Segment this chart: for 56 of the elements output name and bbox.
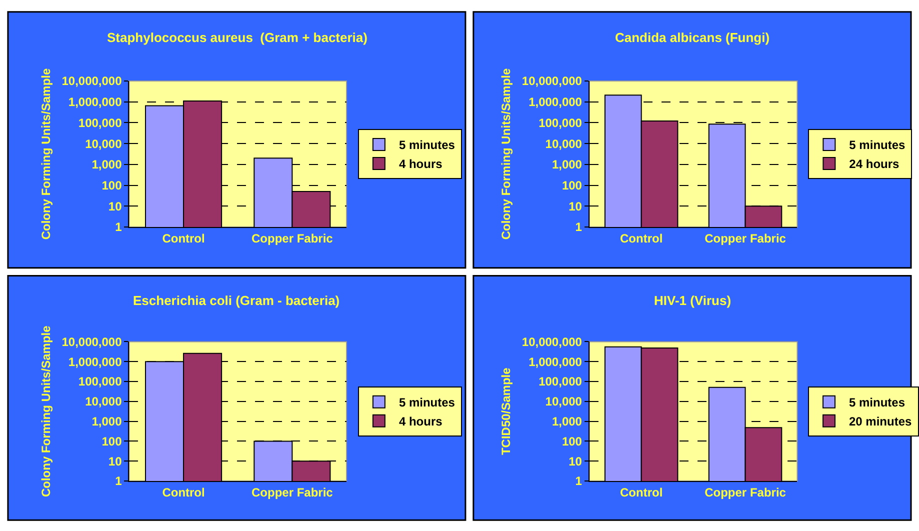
y-tick-label: 100,000 [78, 116, 122, 130]
legend-label: 5 minutes [849, 138, 906, 152]
x-tick-label: Control [162, 231, 205, 246]
y-tick-label: 10,000 [545, 136, 582, 151]
y-tick-label: 100,000 [538, 374, 582, 389]
y-tick-label: 10,000,000 [522, 334, 582, 349]
y-tick-label: 10,000 [545, 394, 582, 409]
legend-label: 4 hours [398, 157, 443, 172]
y-tick-label: 100 [562, 434, 582, 448]
chart-title: Candida albicans (Fungi) [615, 30, 770, 45]
y-tick-label: 1 [115, 220, 122, 234]
y-tick-label: 10,000,000 [522, 74, 582, 88]
y-tick-label: 100,000 [538, 116, 582, 130]
y-tick-label: 100 [562, 178, 582, 192]
y-tick-label: 1,000 [552, 414, 582, 429]
x-tick-label: Copper Fabric [704, 485, 786, 500]
chart-title: HIV-1 (Virus) [654, 293, 732, 308]
y-tick-label: 1 [115, 474, 122, 488]
y-tick-label: 10 [108, 199, 122, 214]
y-tick-label: 10,000,000 [62, 74, 122, 88]
x-tick-label: Copper Fabric [704, 231, 786, 246]
x-tick-label: Control [162, 485, 205, 500]
legend-label: 5 minutes [849, 396, 906, 410]
legend-label: 20 minutes [849, 414, 912, 429]
y-tick-label: 10 [568, 199, 582, 214]
y-tick-label: 1 [575, 474, 582, 488]
y-tick-label: 1,000,000 [528, 354, 582, 369]
legend-label: 5 minutes [398, 396, 456, 410]
x-tick-label: Control [620, 231, 663, 246]
chart-title: Escherichia coli (Gram - bacteria) [133, 293, 340, 308]
y-tick-label: 1,000,000 [68, 354, 122, 369]
y-tick-label: 1,000 [552, 158, 582, 172]
y-tick-label: 1 [575, 220, 582, 234]
y-tick-label: 10,000,000 [62, 334, 122, 349]
x-tick-label: Copper Fabric [251, 231, 334, 246]
legend-label: 24 hours [849, 157, 900, 172]
y-tick-label: 1,000 [92, 414, 122, 429]
y-tick-label: 1,000,000 [68, 95, 122, 110]
y-axis-title: Colony Forming Units/Sample [39, 68, 54, 240]
y-axis-title: Colony Forming Units/Sample [39, 325, 54, 498]
legend-label: 5 minutes [398, 138, 456, 152]
y-tick-label: 1,000 [92, 158, 122, 172]
chart-title: Staphylococcus aureus (Gram + bacteria) [107, 30, 368, 45]
legend-label: 4 hours [398, 414, 443, 429]
y-tick-label: 10,000 [85, 136, 122, 151]
y-tick-label: 100,000 [78, 374, 122, 389]
x-tick-label: Copper Fabric [251, 485, 334, 500]
y-tick-label: 10 [568, 454, 582, 468]
y-tick-label: 100 [102, 178, 122, 192]
y-axis-title: Colony Forming Units/Sample [499, 68, 514, 240]
y-tick-label: 10 [108, 454, 122, 468]
y-tick-label: 1,000,000 [528, 95, 582, 110]
y-tick-label: 100 [102, 434, 122, 448]
y-axis-title: TCID50/Sample [499, 367, 514, 456]
x-tick-label: Control [620, 485, 663, 500]
y-tick-label: 10,000 [85, 394, 122, 409]
